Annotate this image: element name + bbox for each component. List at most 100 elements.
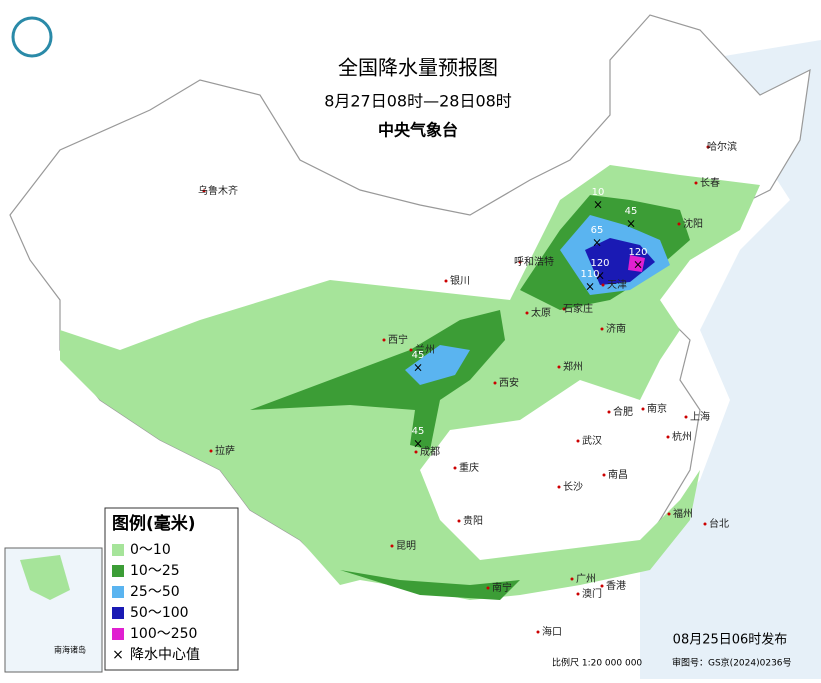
- center-mark: ×: [592, 236, 602, 250]
- center-mark: ×: [626, 217, 636, 231]
- agency: 中央气象台: [378, 121, 458, 140]
- legend-item: 25～50: [130, 584, 180, 600]
- city-dot: [706, 145, 710, 149]
- city-dot: [607, 410, 611, 414]
- city-dot: [409, 348, 413, 352]
- legend-swatch: [112, 607, 124, 619]
- city-dot: [202, 189, 206, 193]
- city-label: 石家庄: [563, 302, 593, 315]
- city-dot: [457, 519, 461, 523]
- city-dot: [666, 435, 670, 439]
- city-dot: [576, 439, 580, 443]
- center-value: 45: [625, 206, 638, 217]
- city-dot: [684, 415, 688, 419]
- city-dot: [600, 584, 604, 588]
- city-label: 西宁: [388, 333, 408, 346]
- city-label: 兰州: [415, 343, 435, 356]
- city-label: 太原: [531, 306, 551, 319]
- city-dot: [493, 381, 497, 385]
- center-value: 120: [590, 258, 609, 269]
- city-dot: [557, 365, 561, 369]
- legend-swatch: [112, 544, 124, 556]
- city-dot: [557, 485, 561, 489]
- period: 8月27日08时—28日08时: [324, 92, 512, 111]
- city-label: 昆明: [396, 540, 416, 552]
- city-label: 台北: [709, 517, 729, 530]
- city-label: 长沙: [563, 481, 583, 493]
- rain-50-100: [585, 238, 655, 285]
- city-label: 杭州: [672, 430, 692, 443]
- center-value: 45: [412, 426, 425, 437]
- center-value: 45: [412, 350, 425, 361]
- center-mark: ×: [633, 258, 643, 272]
- city-label: 银川: [450, 274, 470, 287]
- city-label: 南京: [647, 402, 667, 415]
- legend: 0～10 10～25 25～50 50～100 100～250 × 降水中心值: [112, 542, 200, 663]
- city-dot: [703, 522, 707, 526]
- scale: 比例尺 1:20 000 000: [552, 657, 642, 669]
- city-dot: [641, 407, 645, 411]
- rain-100-250: [628, 255, 645, 272]
- center-value: 10: [592, 187, 605, 198]
- city-label: 拉萨: [215, 444, 235, 457]
- city-dot: [486, 586, 490, 590]
- legend-item: 0～10: [130, 542, 171, 558]
- center-value: 65: [591, 225, 604, 236]
- logo: [11, 16, 53, 58]
- city-label: 成都: [420, 446, 440, 458]
- legend-swatch: [112, 628, 124, 640]
- city-dot: [576, 592, 580, 596]
- approval: 审图号：GS京(2024)0236号: [672, 657, 792, 669]
- city-label: 呼和浩特: [514, 256, 554, 268]
- city-label: 上海: [690, 410, 710, 423]
- city-dot: [667, 512, 671, 516]
- inset-land: [20, 555, 70, 600]
- city-dot: [600, 327, 604, 331]
- city-label: 澳门: [582, 587, 602, 600]
- city-label: 西安: [499, 376, 519, 389]
- legend-item: 10～25: [130, 563, 180, 579]
- city-label: 哈尔滨: [707, 140, 737, 153]
- legend-box: [104, 507, 239, 671]
- city-label: 南宁: [492, 581, 512, 594]
- city-dot: [382, 338, 386, 342]
- city-label: 贵阳: [463, 514, 483, 527]
- city-label: 重庆: [459, 461, 479, 474]
- legend-item: 降水中心值: [130, 647, 200, 663]
- city-dot: [536, 630, 540, 634]
- rain-10-25: [250, 195, 690, 600]
- city-label: 武汉: [582, 434, 602, 447]
- city-dot: [444, 279, 448, 283]
- city-label: 天津: [607, 279, 627, 291]
- city-dot: [414, 450, 418, 454]
- city-dot: [602, 473, 606, 477]
- city-dot: [677, 222, 681, 226]
- city-label: 沈阳: [683, 217, 703, 230]
- city-label: 海口: [542, 625, 562, 638]
- legend-cross: ×: [112, 647, 124, 663]
- legend-swatch: [112, 565, 124, 577]
- city-dot: [525, 311, 529, 315]
- inset-label: 南海诸岛: [54, 645, 86, 655]
- city-label: 合肥: [613, 405, 633, 418]
- center-value: 120: [628, 247, 647, 258]
- city-dot: [570, 577, 574, 581]
- city-dot: [209, 449, 213, 453]
- center-mark: ×: [593, 198, 603, 212]
- center-mark: ×: [585, 280, 595, 294]
- center-mark: ×: [413, 361, 423, 375]
- city-label: 乌鲁木齐: [198, 184, 238, 197]
- issued: 08月25日06时发布: [673, 632, 788, 648]
- title: 全国降水量预报图: [338, 56, 498, 80]
- city-dot: [601, 283, 605, 287]
- city-label: 广州: [576, 573, 596, 585]
- city-dot: [453, 466, 457, 470]
- city-dot: [562, 307, 566, 311]
- city-dot: [694, 181, 698, 185]
- city-label: 南昌: [608, 468, 628, 481]
- city-label: 福州: [673, 507, 693, 520]
- city-dot: [390, 544, 394, 548]
- city-label: 济南: [606, 322, 626, 335]
